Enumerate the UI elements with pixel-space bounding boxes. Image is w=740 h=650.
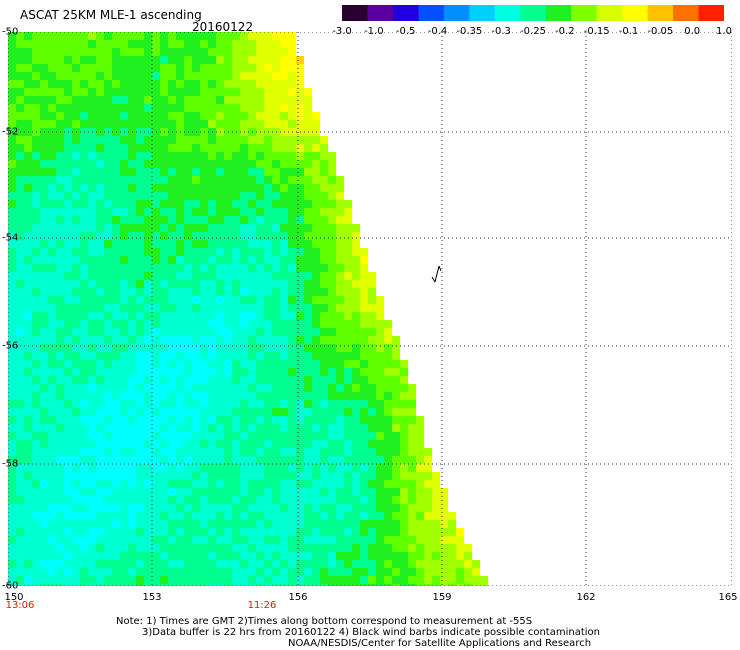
longitude-label: 150	[4, 592, 24, 603]
colorbar-swatch	[571, 5, 598, 21]
latitude-label: -52	[2, 126, 19, 138]
time-label: 13:06	[5, 600, 35, 611]
colorbar-tick-label: -0.3	[491, 26, 511, 37]
colorbar-swatch	[469, 5, 496, 21]
colorbar-swatch	[596, 5, 623, 21]
colorbar-swatch	[418, 5, 445, 21]
product-title: ASCAT 25KM MLE-1 ascending	[20, 8, 202, 22]
latitude-label: -54	[2, 232, 19, 244]
colorbar-swatch	[622, 5, 649, 21]
colorbar-tick-label: -0.5	[395, 26, 416, 37]
colorbar-tick-label: -3.0	[332, 26, 352, 37]
longitude-label: 162	[576, 592, 596, 603]
colorbar-swatch	[392, 5, 419, 21]
colorbar-swatch	[367, 5, 394, 21]
time-label: 11:26	[247, 600, 277, 611]
colorbar-swatch	[342, 5, 368, 21]
colorbar	[342, 5, 724, 21]
longitude-label: 159	[432, 592, 452, 603]
colorbar-swatch	[698, 5, 724, 21]
colorbar-swatch	[647, 5, 674, 21]
latitude-label: -60	[2, 580, 19, 592]
colorbar-tick-label: -0.4	[427, 26, 448, 37]
longitude-label: 165	[718, 592, 738, 603]
colorbar-tick-label: -1.0	[364, 26, 384, 37]
note-line-2: 3)Data buffer is 22 hrs from 20160122 4)…	[142, 627, 600, 638]
longitude-label: 156	[288, 592, 308, 603]
latitude-label: -56	[2, 340, 19, 352]
product-date: 20160122	[192, 20, 254, 34]
note-line-3: NOAA/NESDIS/Center for Satellite Applica…	[288, 638, 592, 649]
swath-map	[8, 32, 732, 586]
colorbar-swatch	[494, 5, 521, 21]
colorbar-swatch	[545, 5, 572, 21]
colorbar-swatch	[520, 5, 547, 21]
latitude-label: -58	[2, 458, 19, 470]
note-line-1: Note: 1) Times are GMT 2)Times along bot…	[116, 616, 533, 627]
longitude-label: 153	[142, 592, 162, 603]
latitude-label: -50	[2, 26, 19, 38]
wind-barb-mark	[431, 265, 442, 283]
colorbar-swatch	[673, 5, 700, 21]
colorbar-tick-label: -0.35	[456, 26, 483, 37]
colorbar-swatch	[443, 5, 470, 21]
